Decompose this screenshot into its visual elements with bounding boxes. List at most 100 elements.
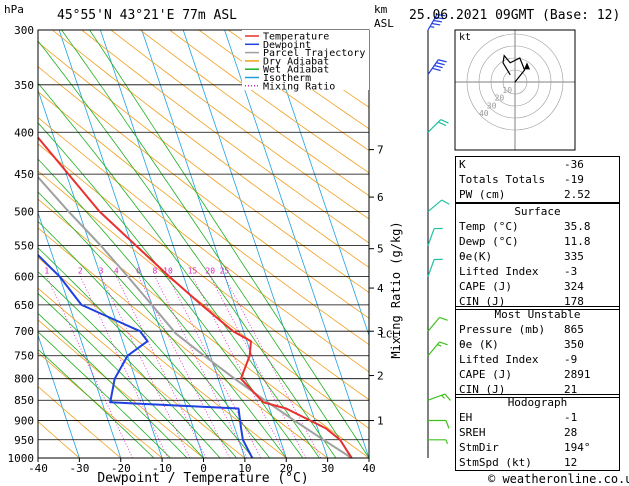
dry-adiabat-line: [110, 30, 369, 220]
wet-adiabat-line: [38, 348, 155, 458]
hodograph-row: EH -1: [459, 411, 578, 424]
copyright: © weatheronline.co.uk: [488, 472, 629, 486]
hodograph-table-box: Hodograph EH -1 SREH 28 StmDir 194° StmSpd …: [455, 394, 620, 471]
wind-barb: [427, 13, 446, 31]
temperature-line: [38, 136, 353, 458]
hpa-unit: hPa: [4, 3, 24, 16]
hodograph-row: StmDir 194°: [459, 441, 591, 454]
mixing-ratio-label: 1: [44, 266, 49, 275]
dry-adiabat-line: [139, 30, 369, 197]
pressure-tick-label: 850: [14, 394, 34, 407]
wind-barb: [427, 227, 443, 246]
km-axis: 7 6 5 4 3 2 1 LCL: [369, 144, 398, 428]
pressure-tick-label: 550: [14, 240, 34, 253]
dry-adiabat-line: [38, 287, 246, 458]
pressure-tick-label: 450: [14, 168, 34, 181]
dry-adiabat-line: [198, 30, 369, 152]
km-tick-label: 4: [377, 282, 384, 295]
dry-adiabat-line: [38, 227, 328, 458]
wind-barb-column: [427, 13, 451, 458]
km-tick-label: 5: [377, 243, 384, 256]
pressure-tick-label: 400: [14, 126, 34, 139]
km-unit: km: [374, 3, 388, 16]
dry-adiabat-line: [38, 352, 163, 458]
dry-adiabat-line: [38, 41, 369, 294]
wet-adiabat-line: [38, 122, 304, 458]
pressure-tick-label: 350: [14, 79, 34, 92]
pressure-tick-label: 600: [14, 270, 34, 283]
hodograph-unit: kt: [459, 32, 471, 43]
index-row: Totals Totals -19: [459, 173, 584, 186]
isotherm-line: [265, 30, 369, 337]
wind-barb: [427, 258, 443, 277]
pressure-tick-label: 800: [14, 373, 34, 386]
km-tick-label: 7: [377, 144, 384, 157]
mixing-ratio-label: 25: [220, 266, 230, 275]
storm-motion-marker: [524, 62, 530, 70]
pressure-tick-label: 900: [14, 415, 34, 428]
hodograph-table-title: Hodograph: [507, 396, 568, 409]
hodograph-row: SREH 28: [459, 426, 578, 439]
most-unstable-row: CIN (J) 21: [459, 383, 578, 396]
wind-barb: [428, 419, 450, 429]
dry-adiabat-line: [38, 170, 369, 429]
pressure-tick-label: 950: [14, 434, 34, 447]
x-tick-label: 30: [321, 462, 334, 475]
wet-adiabat-line: [38, 82, 320, 458]
mixing-ratio-labels: 1 2 3 4 6 8 10 15 20 25: [44, 266, 229, 275]
wind-barb: [427, 341, 448, 357]
wet-adiabat-line: [38, 191, 271, 458]
wind-barb: [427, 119, 449, 133]
wet-adiabat-line: [89, 30, 369, 458]
most-unstable-row: CAPE (J) 2891: [459, 368, 591, 381]
km-tick-label: 6: [377, 191, 384, 204]
most-unstable-row: Pressure (mb) 865: [459, 323, 584, 336]
legend-label: Wet Adiabat: [263, 65, 329, 76]
dry-adiabat-line: [38, 66, 369, 319]
legend-label: Parcel Trajectory: [263, 48, 365, 59]
x-tick-label: 0: [200, 462, 207, 475]
surface-row: θe(K) 335: [459, 250, 584, 263]
hodograph-ring-label: 30: [487, 101, 497, 110]
dry-adiabat-line: [168, 30, 369, 174]
most-unstable-title: Most Unstable: [494, 308, 581, 321]
most-unstable-box: Most Unstable Pressure (mb) 865 θe (K) 350…: [455, 306, 620, 398]
index-row: PW (cm) 2.52: [459, 188, 591, 201]
pressure-tick-label: 500: [14, 206, 34, 219]
datetime-title: 25.06.2021 09GMT (Base: 12): [409, 8, 620, 23]
surface-row: Dewp (°C) 11.8: [459, 235, 591, 248]
skewt-profiles: [38, 136, 353, 458]
hodograph-ring: [466, 33, 564, 131]
mixing-ratio-axis-label: Mixing Ratio (g/kg): [389, 221, 403, 358]
dry-adiabat-line: [38, 116, 369, 373]
km-tick-label: 3: [377, 325, 384, 338]
pressure-tick-label: 700: [14, 325, 34, 338]
hodograph-ring-label: 40: [479, 109, 489, 118]
legend-background: [242, 30, 369, 90]
parcel-trajectory-line: [38, 175, 353, 458]
mixing-ratio-line: [46, 276, 133, 458]
surface-row: Temp (°C) 35.8: [459, 220, 591, 233]
lcl-label: LCL: [380, 330, 398, 341]
mixing-ratio-line: [79, 276, 169, 458]
most-unstable-row: θe (K) 350: [459, 338, 584, 351]
pressure-tick-label: 1000: [8, 452, 35, 465]
isotherm-line: [141, 30, 287, 458]
mixing-ratio-label: 6: [136, 266, 141, 275]
surface-row: CAPE (J) 324: [459, 280, 584, 293]
hodograph-row: StmSpd (kt) 12: [459, 456, 578, 469]
wet-adiabat-line: [38, 292, 204, 458]
hodograph-ring: [502, 69, 528, 95]
wet-adiabat-line: [61, 30, 353, 458]
x-tick-label: -10: [152, 462, 172, 475]
hodograph-ring-label: 20: [495, 94, 505, 103]
hodograph-ring: [478, 45, 552, 119]
dry-adiabat-line: [38, 143, 369, 401]
surface-row: CIN (J) 178: [459, 295, 584, 308]
asl-unit: ASL: [374, 17, 394, 30]
skewt-background-lines: [38, 30, 369, 458]
